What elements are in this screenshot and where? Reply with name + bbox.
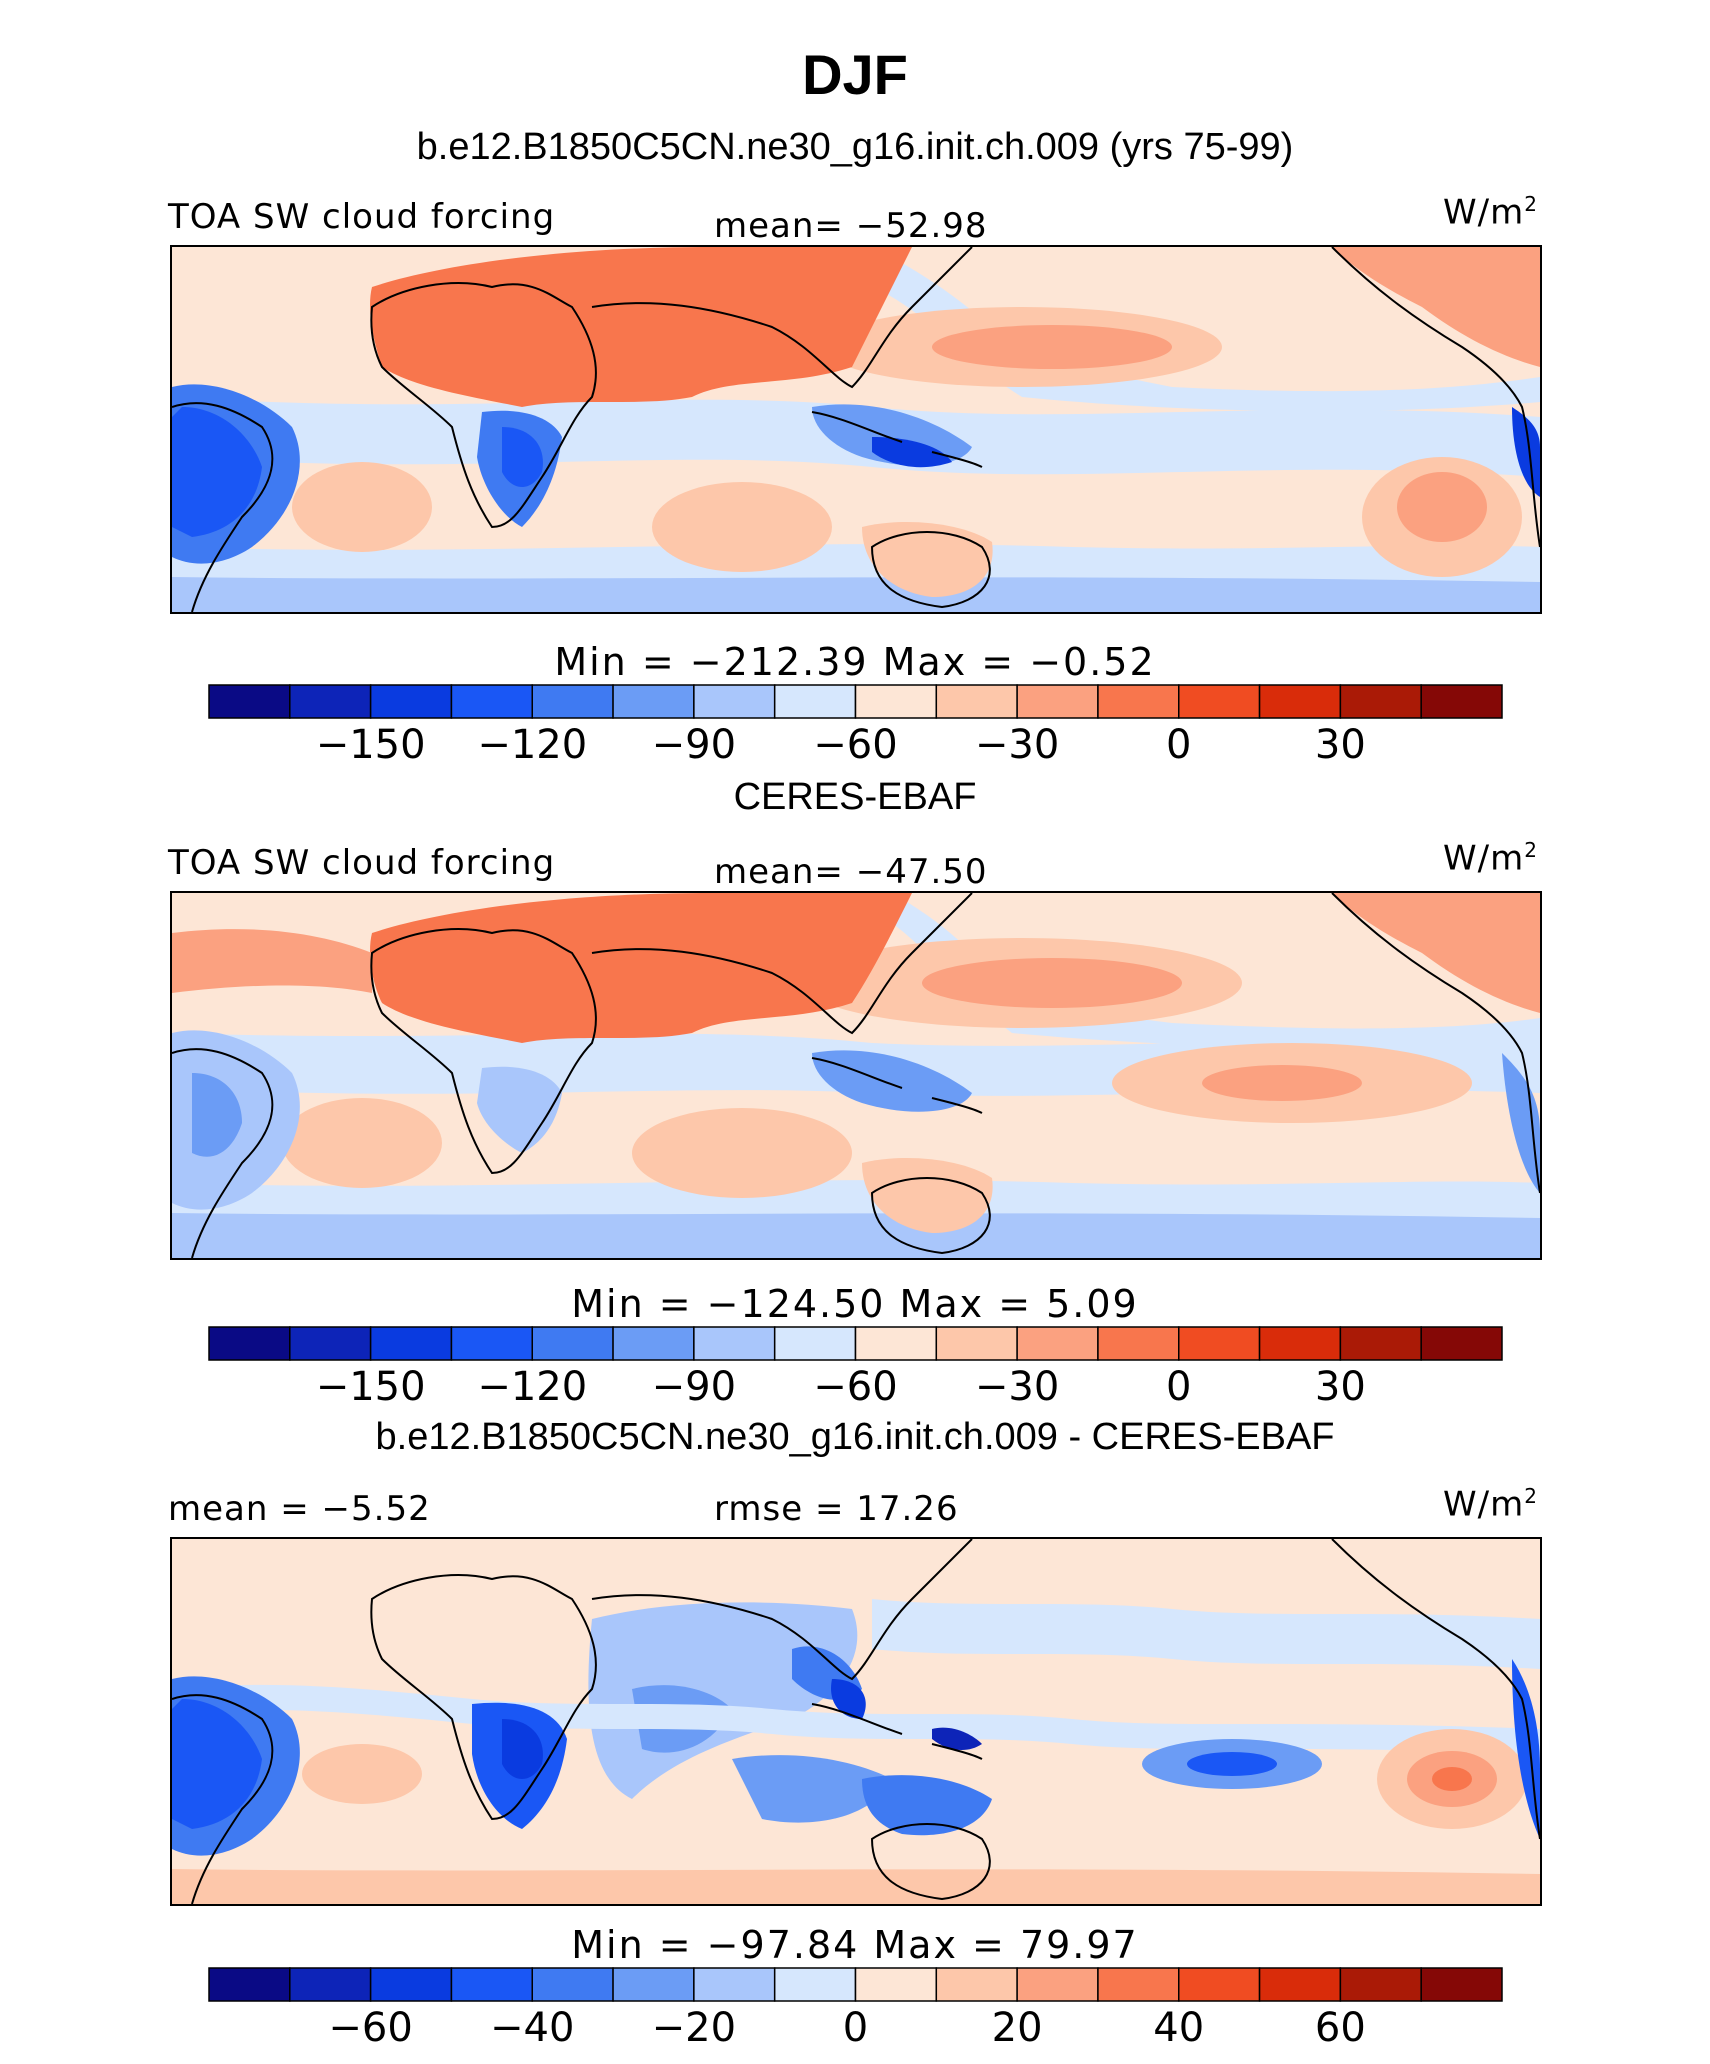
panel1-colorbar-cell [1420, 684, 1503, 719]
panel3-colorbar-cell [854, 1967, 938, 2002]
panel2-colorbar-cell [612, 1326, 695, 1361]
panel3-colorbar-tick-label: 0 [842, 2005, 869, 2051]
panel1-colorbar-cell [1178, 684, 1261, 719]
panel1-colorbar-tick-label: −120 [477, 722, 588, 768]
panel3-colorbar-cell [289, 1967, 372, 2002]
figure-title: DJF [802, 43, 908, 106]
panel3-title: b.e12.B1850C5CN.ne30_g16.init.ch.009 - C… [375, 1416, 1335, 1458]
panel1-colorbar-tick-label: 0 [1166, 722, 1192, 768]
panel3-colorbar-cell [773, 1967, 857, 2002]
panel1-colorbar-tick-label: −90 [651, 722, 737, 768]
panel3-colorbar [208, 1967, 1503, 2002]
panel1-title: b.e12.B1850C5CN.ne30_g16.init.ch.009 (yr… [416, 126, 1294, 168]
panel2-colorbar-cell [369, 1326, 453, 1361]
panel2-colorbar-cell [773, 1326, 857, 1361]
panel1-colorbar-cell [612, 684, 695, 719]
panel2-minmax: Min = −124.50 Max = 5.09 [571, 1282, 1139, 1326]
panel2-colorbar-cell [1339, 1326, 1422, 1361]
panel3-colorbar-cell [1420, 1967, 1503, 2002]
panel3-colorbar-cell [693, 1967, 776, 2002]
panel2-colorbar-tick-label: −150 [315, 1364, 426, 1410]
panel2-units: W/m2 [1443, 838, 1538, 879]
panel2-colorbar-cell [854, 1326, 938, 1361]
panel2-colorbar-cell [531, 1326, 614, 1361]
panel2-variable-label: TOA SW cloud forcing [168, 843, 556, 883]
panel1-colorbar-tick-label: −150 [315, 722, 426, 768]
panel2-colorbar-cell [693, 1326, 776, 1361]
panel3-rmse-label: rmse = 17.26 [714, 1489, 959, 1529]
panel1-mean-label: mean= −52.98 [714, 206, 988, 246]
panel3-colorbar-cell [935, 1967, 1018, 2002]
panel2-colorbar-cell [1097, 1326, 1180, 1361]
panel3-colorbar-tick-label: 40 [1153, 2005, 1205, 2051]
panel1-colorbar-cell [854, 684, 938, 719]
panel2-colorbar-tick-label: −60 [813, 1364, 898, 1410]
panel1-colorbar-cell [531, 684, 614, 719]
panel1-colorbar-cell [450, 684, 533, 719]
panel2-colorbar-tick-label: −30 [974, 1364, 1060, 1410]
panel2-colorbar-cell [450, 1326, 533, 1361]
panel2-colorbar-cell [1016, 1326, 1099, 1361]
panel3-colorbar-tick-label: −60 [328, 2005, 413, 2051]
panel1-colorbar-cell [935, 684, 1018, 719]
panel3-colorbar-cell [208, 1967, 291, 2002]
panel3-colorbar-tick-label: −40 [490, 2005, 575, 2051]
panel1-colorbar-cell [208, 684, 291, 719]
panel3-colorbar-tick-label: 60 [1314, 2005, 1366, 2051]
panel1-colorbar-cell [289, 684, 372, 719]
panel2-colorbar [208, 1326, 1503, 1361]
panel2-colorbar-cell [208, 1326, 291, 1361]
panel1-colorbar-svg [208, 684, 1503, 719]
panel1-minmax: Min = −212.39 Max = −0.52 [554, 640, 1156, 684]
panel1-colorbar-cell [1016, 684, 1099, 719]
panel3-colorbar-cell [450, 1967, 533, 2002]
panel3-colorbar-cell [1097, 1967, 1180, 2002]
panel3-minmax: Min = −97.84 Max = 79.97 [571, 1923, 1139, 1967]
panel3-mean-label: mean = −5.52 [168, 1489, 431, 1529]
panel3-colorbar-cell [369, 1967, 453, 2002]
panel2-title: CERES-EBAF [733, 776, 977, 818]
panel2-colorbar-svg [208, 1326, 1503, 1361]
panel3-colorbar-cell [1258, 1967, 1342, 2002]
panel2-colorbar-tick-label: 30 [1314, 1364, 1366, 1410]
panel2-colorbar-cell [1178, 1326, 1261, 1361]
panel2-mean-label: mean= −47.50 [714, 852, 988, 892]
panel2-colorbar-cell [289, 1326, 372, 1361]
panel2-colorbar-tick-label: −120 [477, 1364, 588, 1410]
panel3-map [170, 1537, 1542, 1906]
panel3-colorbar-cell [1016, 1967, 1099, 2002]
panel1-map [170, 245, 1542, 614]
panel2-colorbar-tick-label: −90 [651, 1364, 737, 1410]
panel1-colorbar-cell [773, 684, 857, 719]
panel1-colorbar-tick-label: −60 [813, 722, 898, 768]
panel3-colorbar-cell [531, 1967, 614, 2002]
panel1-colorbar-tick-label: −30 [974, 722, 1060, 768]
panel2-map [170, 891, 1542, 1260]
panel3-units: W/m2 [1443, 1484, 1538, 1525]
panel1-variable-label: TOA SW cloud forcing [168, 197, 556, 237]
panel1-colorbar-tick-label: 30 [1314, 722, 1366, 768]
panel2-colorbar-cell [935, 1326, 1018, 1361]
panel1-colorbar-cell [1097, 684, 1180, 719]
panel3-colorbar-tick-label: −20 [651, 2005, 737, 2051]
panel2-colorbar-cell [1420, 1326, 1503, 1361]
panel2-colorbar-tick-label: 0 [1166, 1364, 1192, 1410]
panel2-colorbar-cell [1258, 1326, 1342, 1361]
panel1-colorbar-cell [693, 684, 776, 719]
panel3-colorbar-tick-label: 20 [991, 2005, 1043, 2051]
panel1-units: W/m2 [1443, 192, 1538, 233]
panel3-colorbar-cell [1339, 1967, 1422, 2002]
panel1-colorbar-cell [369, 684, 453, 719]
panel1-colorbar-cell [1258, 684, 1342, 719]
panel3-colorbar-cell [612, 1967, 695, 2002]
panel3-colorbar-cell [1178, 1967, 1261, 2002]
panel1-colorbar-cell [1339, 684, 1422, 719]
panel1-colorbar [208, 684, 1503, 719]
panel3-colorbar-svg [208, 1967, 1503, 2002]
